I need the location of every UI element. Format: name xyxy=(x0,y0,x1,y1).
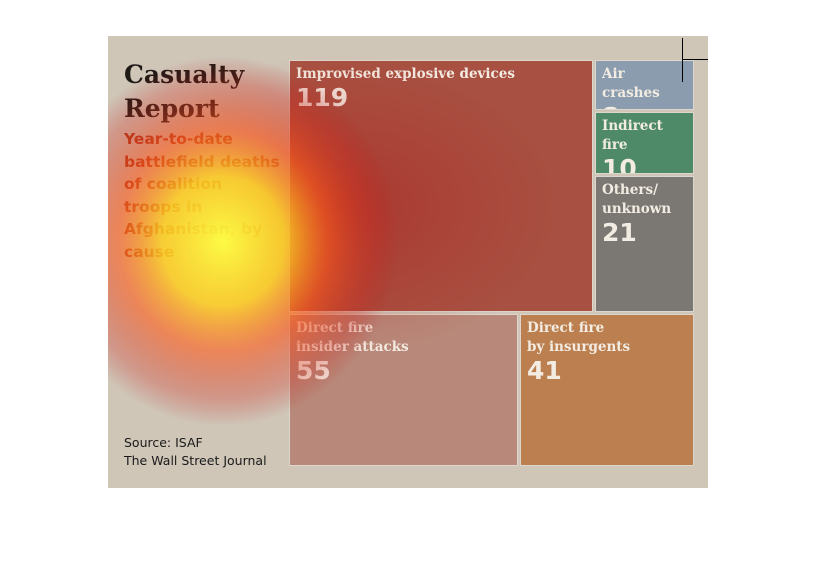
tile-direct-fire-by-insurgents: Direct fire by insurgents 41 xyxy=(520,314,694,466)
tile-direct-fire-insider-attacks: Direct fire insider attacks 55 xyxy=(289,314,518,466)
source-line-wsj: The Wall Street Journal xyxy=(124,453,267,468)
tile-label: Air crashes xyxy=(602,66,660,101)
treemap: Improvised explosive devices 119 Air cra… xyxy=(108,36,708,488)
tile-value: 41 xyxy=(527,356,562,385)
tile-value: 10 xyxy=(602,154,637,174)
cursor-crosshair-horizontal xyxy=(682,59,708,60)
source-line-isaf: Source: ISAF xyxy=(124,435,203,450)
tile-air-crashes: Air crashes 8 xyxy=(595,60,694,110)
tile-others-unknown: Others/ unknown 21 xyxy=(595,176,694,312)
tile-improvised-explosive-devices: Improvised explosive devices 119 xyxy=(289,60,593,312)
tile-label: Direct fire by insurgents xyxy=(527,320,631,355)
tile-label: Others/ unknown xyxy=(602,182,672,217)
chart-panel: Casualty Report Year-to-date battlefield… xyxy=(108,36,708,488)
tile-value: 119 xyxy=(296,83,349,112)
tile-value: 55 xyxy=(296,356,331,385)
chart-source: Source: ISAF The Wall Street Journal xyxy=(124,434,294,470)
tile-value: 8 xyxy=(602,103,687,110)
tile-label: Indirect fire xyxy=(602,118,663,153)
tile-label: Improvised explosive devices xyxy=(296,66,515,82)
cursor-crosshair-vertical xyxy=(682,38,683,82)
tile-label: Direct fire insider attacks xyxy=(296,320,409,355)
tile-value: 21 xyxy=(602,218,637,247)
tile-indirect-fire: Indirect fire 10 xyxy=(595,112,694,174)
